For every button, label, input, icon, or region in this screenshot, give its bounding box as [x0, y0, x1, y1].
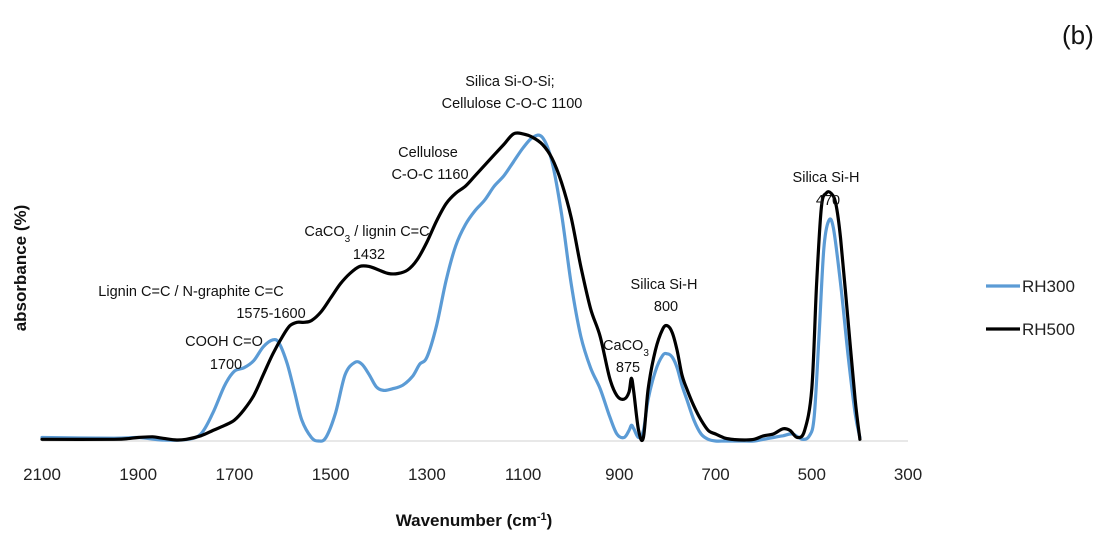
- legend: RH300 RH500: [986, 277, 1075, 339]
- x-tick-label: 1900: [119, 465, 157, 484]
- legend-label-rh300: RH300: [1022, 277, 1075, 296]
- x-tick-label: 900: [605, 465, 633, 484]
- x-tick-label: 1700: [216, 465, 254, 484]
- x-tick-label: 1100: [505, 465, 542, 484]
- x-tick-label: 1300: [408, 465, 446, 484]
- x-tick-label: 1500: [312, 465, 350, 484]
- x-axis-title: Wavenumber (cm-1): [396, 511, 553, 530]
- annotation-silica-470: Silica Si-H 470: [793, 170, 864, 209]
- annotation-caco3-lignin: CaCO3 / lignin C=C 1432: [304, 224, 433, 263]
- annotation-silica-cellulose-1100: Silica Si-O-Si; Cellulose C-O-C 1100: [442, 74, 583, 112]
- annotation-lignin-graphite: Lignin C=C / N-graphite C=C 1575-1600: [98, 284, 305, 322]
- x-tick-label: 300: [894, 465, 922, 484]
- x-tick-labels: 2100 1900 1700 1500 1300 1100 900 700 500 300: [23, 465, 922, 484]
- legend-label-rh500: RH500: [1022, 320, 1075, 339]
- panel-label: (b): [1062, 20, 1094, 50]
- annotation-cooh: COOH C=O 1700: [185, 334, 267, 373]
- annotations: COOH C=O 1700 Lignin C=C / N-graphite C=…: [98, 74, 864, 376]
- annotation-cellulose-1160: Cellulose C-O-C 1160: [391, 145, 468, 183]
- annotation-silica-800: Silica Si-H 800: [631, 277, 702, 315]
- annotation-caco3-875: CaCO3 875: [603, 338, 653, 376]
- y-axis-title: absorbance (%): [11, 205, 30, 332]
- x-tick-label: 700: [701, 465, 729, 484]
- series-layer: [40, 131, 862, 443]
- series-line-rh500: [40, 131, 862, 443]
- x-tick-label: 500: [798, 465, 826, 484]
- x-tick-label: 2100: [23, 465, 61, 484]
